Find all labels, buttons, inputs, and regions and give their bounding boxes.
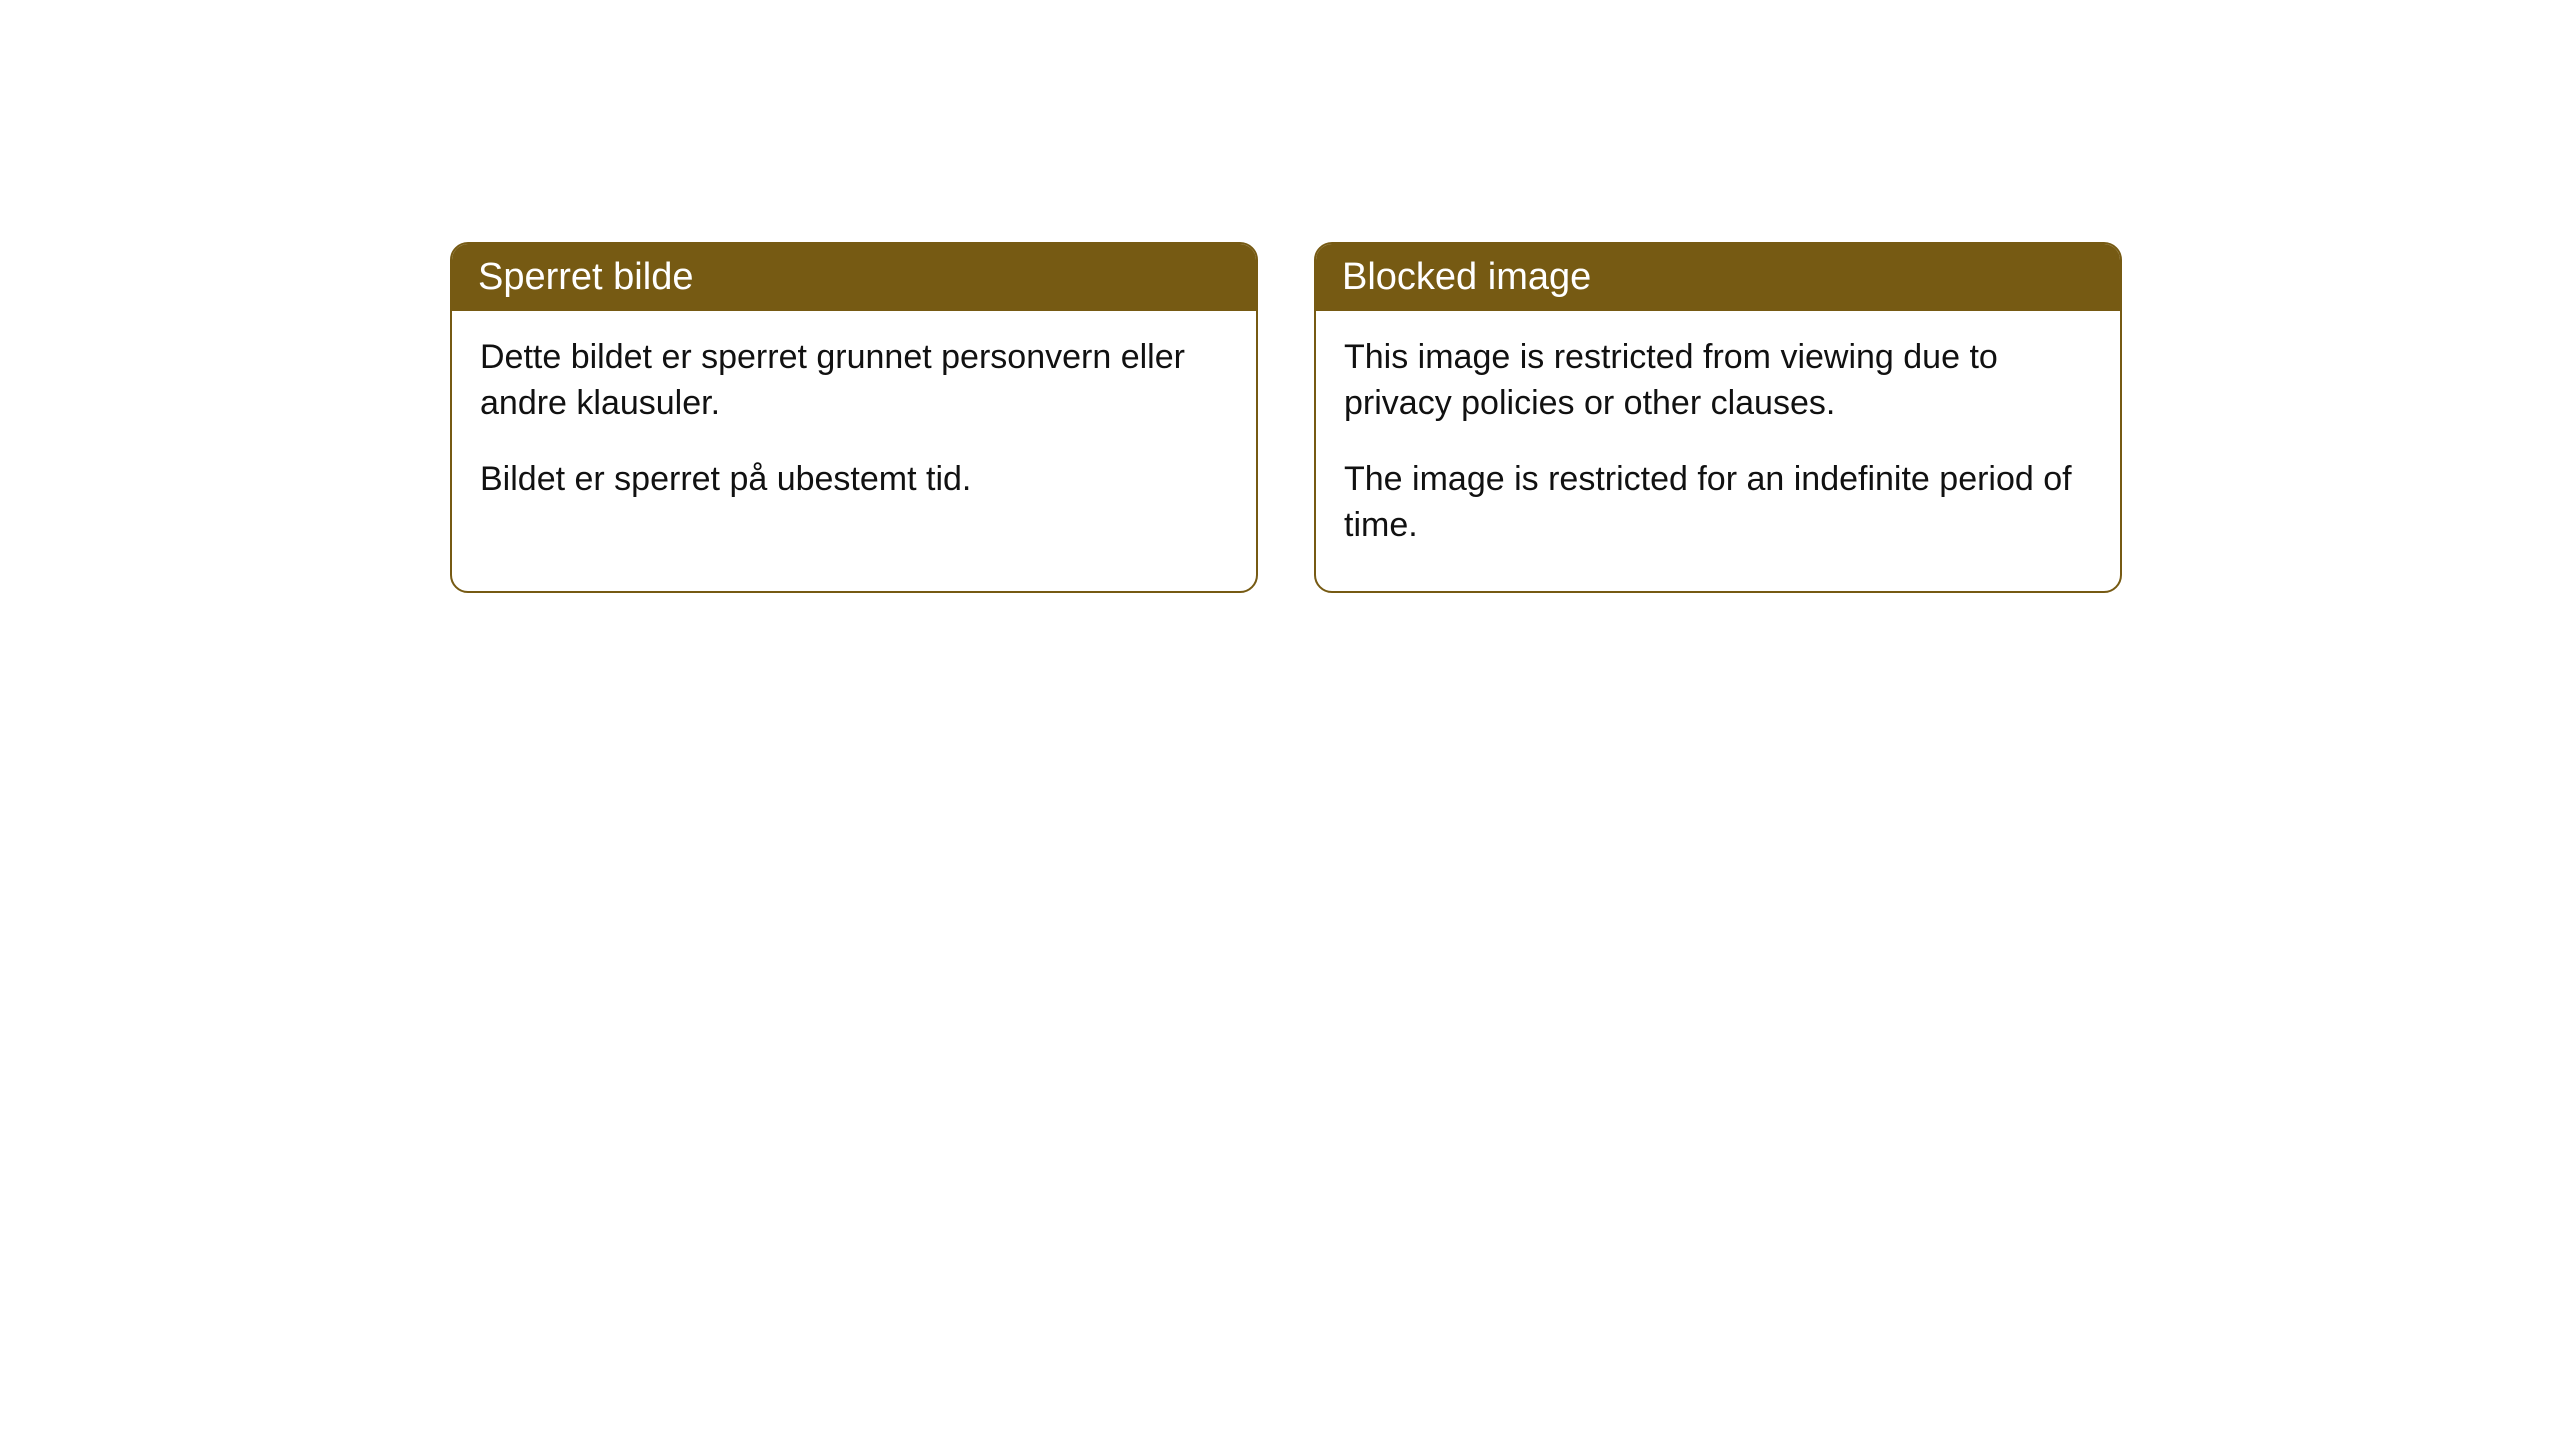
card-text-en-1: This image is restricted from viewing du…: [1344, 335, 2092, 427]
cards-container: Sperret bilde Dette bildet er sperret gr…: [0, 0, 2560, 593]
card-header-no: Sperret bilde: [452, 244, 1256, 311]
card-header-en: Blocked image: [1316, 244, 2120, 311]
card-text-no-1: Dette bildet er sperret grunnet personve…: [480, 335, 1228, 427]
card-text-en-2: The image is restricted for an indefinit…: [1344, 457, 2092, 549]
blocked-image-card-en: Blocked image This image is restricted f…: [1314, 242, 2122, 593]
card-text-no-2: Bildet er sperret på ubestemt tid.: [480, 457, 1228, 503]
blocked-image-card-no: Sperret bilde Dette bildet er sperret gr…: [450, 242, 1258, 593]
card-body-no: Dette bildet er sperret grunnet personve…: [452, 311, 1256, 545]
card-body-en: This image is restricted from viewing du…: [1316, 311, 2120, 591]
